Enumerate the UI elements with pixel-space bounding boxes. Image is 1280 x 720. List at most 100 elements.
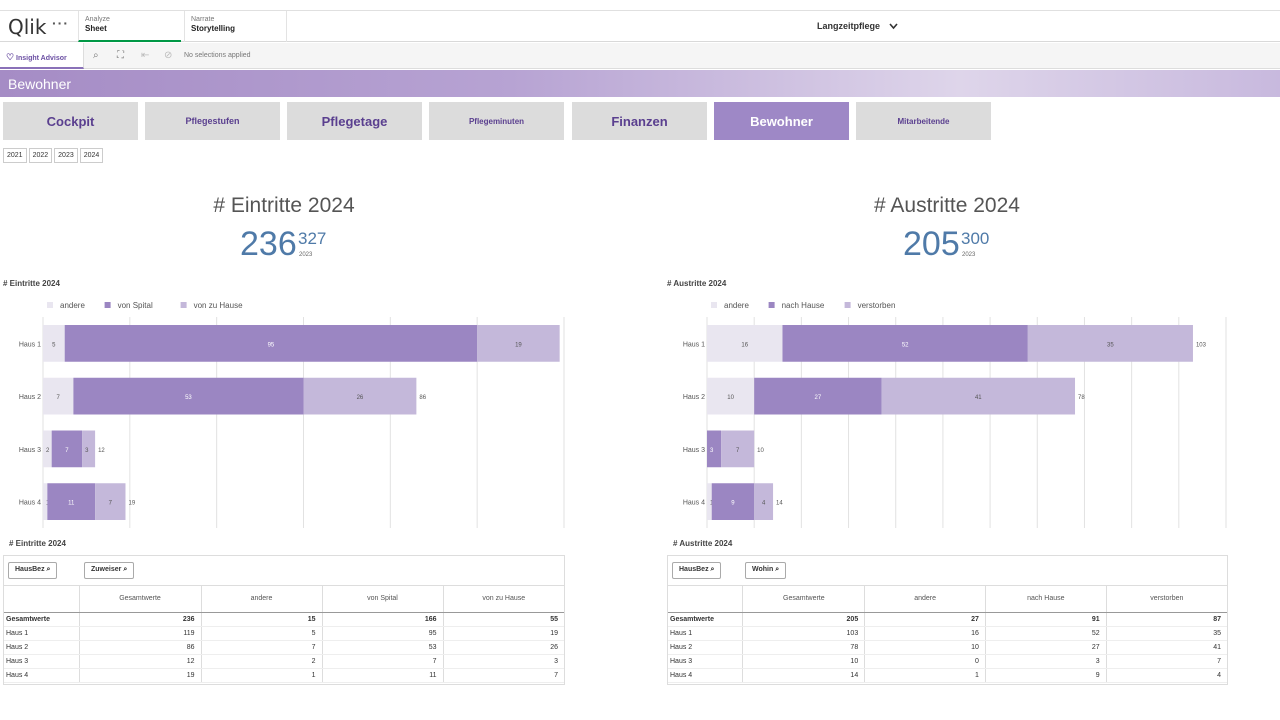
nav-button-cockpit[interactable]: Cockpit xyxy=(3,102,138,140)
column-header[interactable]: Gesamtwerte xyxy=(78,586,201,613)
bar-segment[interactable] xyxy=(51,430,83,468)
bar-segment[interactable] xyxy=(721,430,755,468)
nav-button-pflegeminuten[interactable]: Pflegeminuten xyxy=(429,102,564,140)
row-label[interactable]: Haus 1 xyxy=(668,626,743,641)
kpi-eintritte-compare: 327 xyxy=(298,229,327,248)
filter-label: HausBez xyxy=(679,566,709,573)
row-label[interactable]: Haus 3 xyxy=(668,654,743,669)
bar-segment[interactable] xyxy=(73,377,304,415)
tab-narrate-storytelling[interactable]: Narrate Storytelling xyxy=(184,11,287,42)
filter-label: HausBez xyxy=(15,566,45,573)
more-menu-icon[interactable]: ··· xyxy=(52,15,69,31)
nav-button-pflegestufen[interactable]: Pflegestufen xyxy=(145,102,280,140)
bar-segment[interactable] xyxy=(43,483,48,520)
bar-segment[interactable] xyxy=(64,325,478,362)
bar-segment[interactable] xyxy=(303,377,417,415)
row-label[interactable]: Haus 3 xyxy=(4,654,79,669)
nav-button-pflegetage[interactable]: Pflegetage xyxy=(287,102,422,140)
table-cell: 5 xyxy=(200,626,322,641)
legend-label[interactable]: von Spital xyxy=(118,301,153,310)
chart-eintritte[interactable]: andere von Spital von zu Hause Haus 1 5 95 19 H… xyxy=(0,292,570,532)
tab-analyze-large: Sheet xyxy=(85,24,107,33)
filter-wohin[interactable]: Wohin ⌕ xyxy=(745,562,787,579)
column-header[interactable]: andere xyxy=(864,586,986,613)
year-2023[interactable]: 2023 xyxy=(54,148,78,163)
table-cell: 3 xyxy=(442,654,564,669)
row-label[interactable]: Haus 2 xyxy=(4,640,79,655)
data-label: 95 xyxy=(268,342,275,348)
legend-label[interactable]: andere xyxy=(724,301,749,310)
legend-label[interactable]: andere xyxy=(60,301,85,310)
bar-segment[interactable] xyxy=(47,483,96,520)
nav-button-finanzen[interactable]: Finanzen xyxy=(572,102,707,140)
step-back-icon[interactable]: ⇤ xyxy=(141,50,150,61)
bar-segment[interactable] xyxy=(881,377,1076,415)
category-label: Haus 3 xyxy=(683,447,705,454)
bar-segment[interactable] xyxy=(754,377,882,415)
column-header[interactable]: nach Hause xyxy=(984,586,1107,613)
legend-label[interactable]: nach Hause xyxy=(782,301,825,310)
legend-label[interactable]: von zu Hause xyxy=(194,301,243,310)
search-icon: ⌕ xyxy=(123,566,128,573)
table-cell: 119 xyxy=(78,626,201,641)
row-label[interactable]: Haus 2 xyxy=(668,640,743,655)
app-title-dropdown[interactable]: Langzeitpflege xyxy=(817,21,898,31)
kpi-eintritte-value: 236 xyxy=(240,225,297,263)
smart-search-icon[interactable]: ⌕ xyxy=(93,50,99,61)
row-label[interactable]: Gesamtwerte xyxy=(4,612,79,627)
bar-segment[interactable] xyxy=(43,430,52,468)
bar-segment[interactable] xyxy=(754,483,774,520)
bar-segment[interactable] xyxy=(707,377,755,415)
year-2022[interactable]: 2022 xyxy=(28,148,53,163)
column-header[interactable]: von Spital xyxy=(321,586,443,613)
category-label: Haus 2 xyxy=(19,394,41,401)
column-header xyxy=(4,586,79,613)
clear-selections-icon[interactable]: ⊘ xyxy=(164,50,173,61)
bar-segment[interactable] xyxy=(82,430,96,468)
nav-button-bewohner[interactable]: Bewohner xyxy=(714,102,849,140)
year-2021[interactable]: 2021 xyxy=(3,148,27,163)
row-label[interactable]: Gesamtwerte xyxy=(668,612,743,627)
data-label: 5 xyxy=(52,342,56,348)
kpi-austritte-value: 205 xyxy=(903,225,960,263)
column-header[interactable]: Gesamtwerte xyxy=(742,586,865,613)
legend-label[interactable]: verstorben xyxy=(858,301,896,310)
column-header[interactable]: von zu Hause xyxy=(442,586,564,613)
table-cell: 12 xyxy=(78,654,201,669)
bar-segment[interactable] xyxy=(95,483,126,520)
data-label: 3 xyxy=(85,448,89,454)
filter-hausbez-left[interactable]: HausBez ⌕ xyxy=(8,562,58,579)
bar-segment[interactable] xyxy=(707,325,783,362)
bar-segment[interactable] xyxy=(1027,325,1193,362)
tab-narrate-small: Narrate xyxy=(191,16,215,23)
bar-segment[interactable] xyxy=(782,325,1028,362)
bar-segment[interactable] xyxy=(707,483,712,520)
table-row: Haus 3 10 0 3 7 xyxy=(668,654,1227,669)
chart-austritte[interactable]: andere nach Hause verstorben Haus 1 16 52 35 10… xyxy=(664,292,1234,532)
bar-segment[interactable] xyxy=(43,325,65,362)
column-header[interactable]: verstorben xyxy=(1105,586,1227,613)
sheet-title: Bewohner xyxy=(8,76,72,92)
row-label[interactable]: Haus 4 xyxy=(668,668,743,683)
row-label[interactable]: Haus 4 xyxy=(4,668,79,683)
tab-analyze-sheet[interactable]: Analyze Sheet xyxy=(78,11,181,42)
nav-button-mitarbeitende[interactable]: Mitarbeitende xyxy=(856,102,991,140)
filter-zuweiser[interactable]: Zuweiser ⌕ xyxy=(84,562,135,579)
kpi-austritte-title: # Austritte 2024 xyxy=(874,194,1020,217)
bar-segment[interactable] xyxy=(711,483,755,520)
selections-tool-icon[interactable]: ⛶ xyxy=(117,50,124,61)
insight-icon: ♡ xyxy=(6,52,15,62)
table-cell: 0 xyxy=(864,654,986,669)
qlik-logo[interactable]: Qlik xyxy=(8,15,47,39)
data-label: 7 xyxy=(57,395,61,401)
column-header[interactable]: andere xyxy=(200,586,322,613)
insight-advisor-button[interactable]: ♡ Insight Advisor xyxy=(0,43,84,69)
year-2024[interactable]: 2024 xyxy=(79,148,104,163)
filter-hausbez-right[interactable]: HausBez ⌕ xyxy=(672,562,722,579)
table-cell: 4 xyxy=(1105,668,1227,683)
bar-segment[interactable] xyxy=(43,377,74,415)
bar-segment[interactable] xyxy=(707,430,722,468)
row-label[interactable]: Haus 1 xyxy=(4,626,79,641)
bar-segment[interactable] xyxy=(477,325,560,362)
pivot-table-eintritte: HausBez ⌕ Zuweiser ⌕ Gesamtwerte andere vo… xyxy=(3,555,565,685)
